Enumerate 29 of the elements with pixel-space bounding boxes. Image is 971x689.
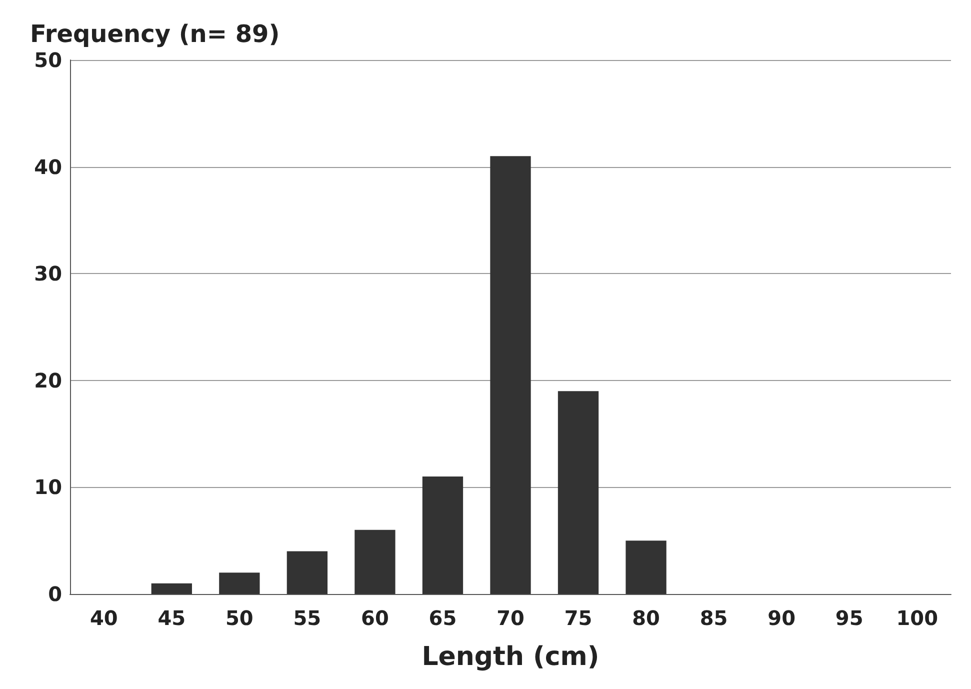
x-tick-label: 45: [158, 606, 186, 630]
y-tick-label: 30: [34, 262, 62, 286]
y-tick-label: 0: [48, 582, 62, 606]
bar: [151, 583, 192, 594]
x-tick-label: 95: [835, 606, 864, 630]
y-tick-label: 40: [34, 154, 62, 179]
x-tick-label: 70: [496, 606, 524, 630]
bar: [558, 391, 599, 594]
x-tick-label: 40: [90, 606, 118, 630]
x-axis-title: Length (cm): [422, 642, 600, 672]
x-tick-label: 85: [700, 606, 728, 630]
x-tick-label: 55: [293, 606, 322, 630]
x-tick-label: 100: [896, 606, 938, 630]
bar: [422, 476, 464, 594]
y-axis-title: Frequency (n= 89): [30, 20, 280, 48]
bar: [219, 572, 260, 594]
y-tick-label: 10: [34, 475, 62, 500]
bar: [490, 156, 531, 594]
x-tick-label: 60: [361, 606, 389, 630]
bar: [286, 551, 328, 594]
x-tick-label: 75: [564, 606, 592, 630]
bar: [626, 540, 666, 594]
bar: [354, 530, 396, 594]
y-tick-label: 50: [34, 48, 62, 72]
x-tick-label: 50: [226, 606, 254, 630]
x-tick-label: 80: [632, 606, 660, 630]
x-tick-label: 65: [428, 606, 457, 630]
x-tick-label: 90: [768, 606, 796, 630]
y-tick-label: 20: [34, 368, 62, 392]
